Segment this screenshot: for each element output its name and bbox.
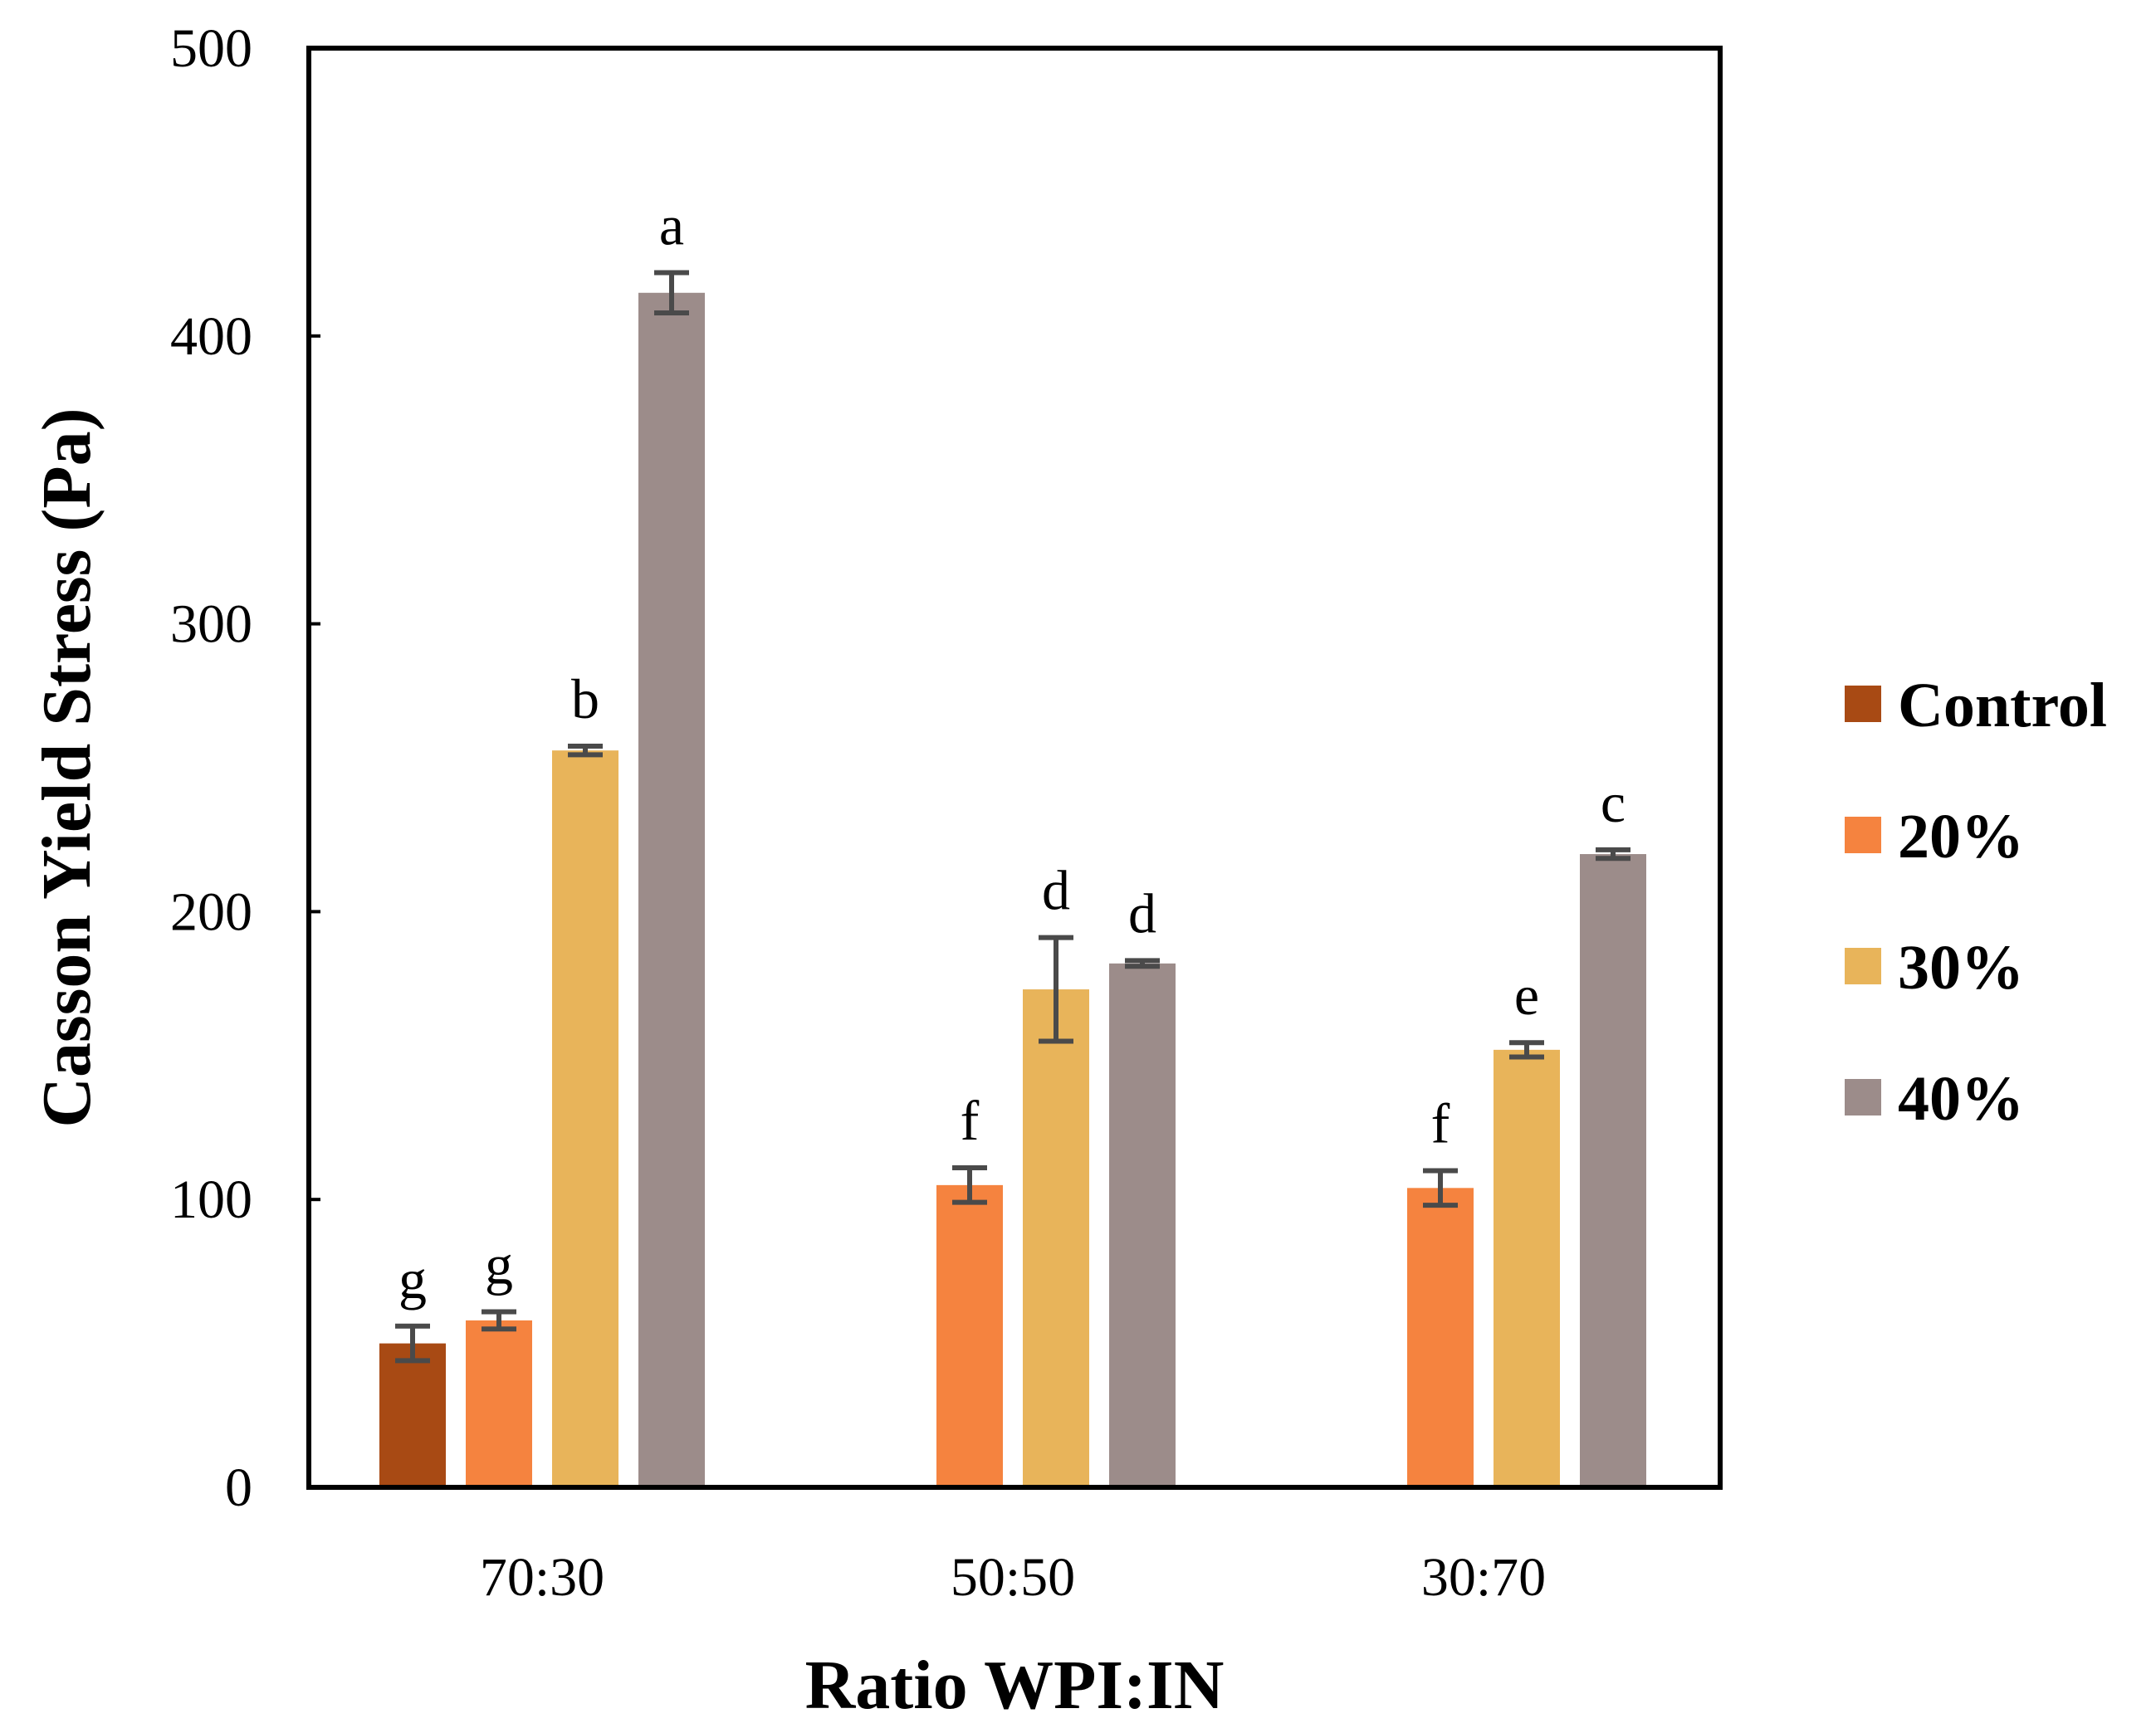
error-bar-control-70-30 [395, 1323, 430, 1364]
sig-label-20pct-30-70: f [1431, 1092, 1450, 1155]
error-bar-30pct-70-30 [568, 743, 603, 758]
sig-label-30pct-50-50: d [1042, 859, 1070, 922]
legend-label-40pct: 40% [1898, 1064, 2024, 1134]
y-tick-label-400: 400 [170, 306, 252, 367]
bar-40pct-70-30 [638, 292, 705, 1487]
bar-40pct-50-50 [1109, 963, 1176, 1487]
sig-label-control-70-30: g [398, 1247, 427, 1311]
bar-30pct-50-50 [1023, 989, 1089, 1487]
legend: Control 20% 30% 40% [1845, 671, 2107, 1134]
bar-20pct-70-30 [466, 1320, 532, 1487]
bar-40pct-30-70 [1580, 854, 1646, 1487]
y-tick-label-500: 500 [170, 18, 252, 79]
error-bar-40pct-50-50 [1125, 958, 1160, 969]
sig-label-30pct-70-30: b [571, 667, 599, 730]
sig-label-20pct-50-50: f [961, 1089, 980, 1152]
error-bar-20pct-30-70 [1423, 1168, 1458, 1208]
bar-30pct-70-30 [552, 750, 618, 1487]
legend-label-20pct: 20% [1898, 802, 2024, 871]
error-bar-20pct-50-50 [952, 1165, 987, 1205]
y-tick-label-300: 300 [170, 594, 252, 655]
y-axis-title: Casson Yield Stress (Pa) [28, 408, 105, 1127]
sig-label-30pct-30-70: e [1514, 964, 1539, 1027]
y-tick-label-100: 100 [170, 1169, 252, 1230]
sig-label-20pct-70-30: g [485, 1233, 513, 1296]
legend-label-30pct: 30% [1898, 933, 2024, 1003]
x-tick-label-70-30: 70:30 [480, 1547, 604, 1608]
error-bar-40pct-70-30 [654, 270, 689, 316]
plot-area-frame [306, 46, 1723, 1490]
bars-layer: g g f f b d e a d c [379, 194, 1646, 1487]
error-bar-30pct-30-70 [1509, 1040, 1544, 1060]
legend-label-control: Control [1898, 671, 2107, 740]
y-axis-ticks: 0 100 200 300 400 500 [170, 18, 320, 1518]
legend-swatch-30pct [1845, 948, 1881, 984]
bar-20pct-30-70 [1407, 1188, 1474, 1487]
y-tick-label-0: 0 [225, 1457, 252, 1518]
bar-20pct-50-50 [936, 1184, 1003, 1487]
bar-control-70-30 [379, 1343, 446, 1487]
legend-swatch-40pct [1845, 1079, 1881, 1115]
legend-swatch-20pct [1845, 817, 1881, 853]
error-bar-30pct-50-50 [1039, 935, 1073, 1044]
sig-label-40pct-50-50: d [1128, 881, 1156, 945]
x-tick-label-50-50: 50:50 [951, 1547, 1075, 1608]
error-bar-40pct-30-70 [1596, 847, 1630, 862]
legend-swatch-control [1845, 686, 1881, 722]
sig-label-40pct-70-30: a [659, 194, 684, 257]
x-axis-ticks: 70:30 50:50 30:70 [480, 1547, 1546, 1608]
x-axis-title: Ratio WPI:IN [805, 1647, 1225, 1724]
x-tick-label-30-70: 30:70 [1421, 1547, 1546, 1608]
y-tick-label-200: 200 [170, 881, 252, 942]
sig-label-40pct-30-70: c [1601, 771, 1626, 834]
error-bar-20pct-70-30 [482, 1309, 516, 1332]
bar-30pct-30-70 [1494, 1049, 1560, 1487]
